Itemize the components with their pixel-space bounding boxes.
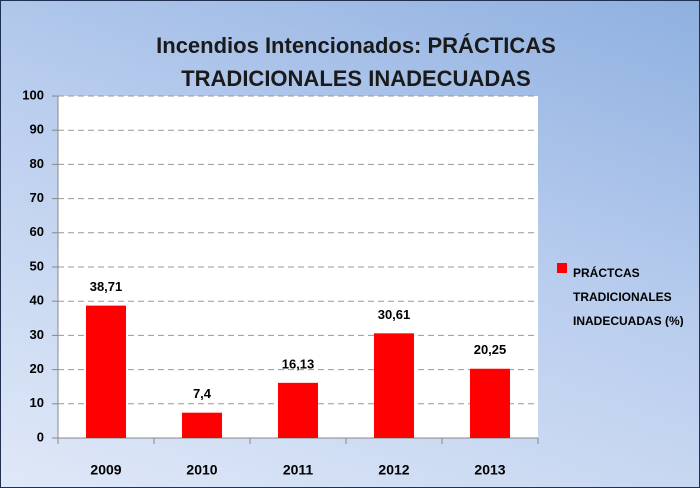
x-tick-label: 2011 xyxy=(283,462,314,478)
data-label: 30,61 xyxy=(378,307,411,322)
bar xyxy=(374,333,414,438)
data-label: 7,4 xyxy=(193,386,212,401)
bar xyxy=(470,368,510,438)
y-tick-label: 90 xyxy=(30,122,44,137)
y-tick-label: 70 xyxy=(30,190,44,205)
y-tick-label: 0 xyxy=(37,429,44,444)
y-tick-label: 100 xyxy=(22,87,44,102)
y-tick-label: 50 xyxy=(30,258,44,273)
legend: PRÁCTCAS TRADICIONALES INADECUADAS (%) xyxy=(557,259,699,327)
bar xyxy=(86,305,126,438)
data-label: 20,25 xyxy=(474,342,507,357)
data-label: 38,71 xyxy=(90,279,123,294)
y-tick-label: 20 xyxy=(30,361,44,376)
bar xyxy=(278,382,318,438)
data-label: 16,13 xyxy=(282,356,315,371)
y-tick-label: 80 xyxy=(30,156,44,171)
legend-label: PRÁCTCAS TRADICIONALES INADECUADAS (%) xyxy=(573,266,684,327)
chart-title: Incendios Intencionados: PRÁCTICAS TRADI… xyxy=(156,33,556,91)
bar xyxy=(182,412,222,438)
x-tick-label: 2010 xyxy=(186,462,217,478)
y-tick-label: 60 xyxy=(30,224,44,239)
x-tick-label: 2013 xyxy=(474,462,505,478)
y-tick-label: 30 xyxy=(30,327,44,342)
legend-swatch xyxy=(557,263,567,273)
y-tick-label: 10 xyxy=(30,395,44,410)
x-tick-label: 2012 xyxy=(378,462,409,478)
x-tick-label: 2009 xyxy=(90,462,121,478)
y-tick-label: 40 xyxy=(30,293,44,308)
